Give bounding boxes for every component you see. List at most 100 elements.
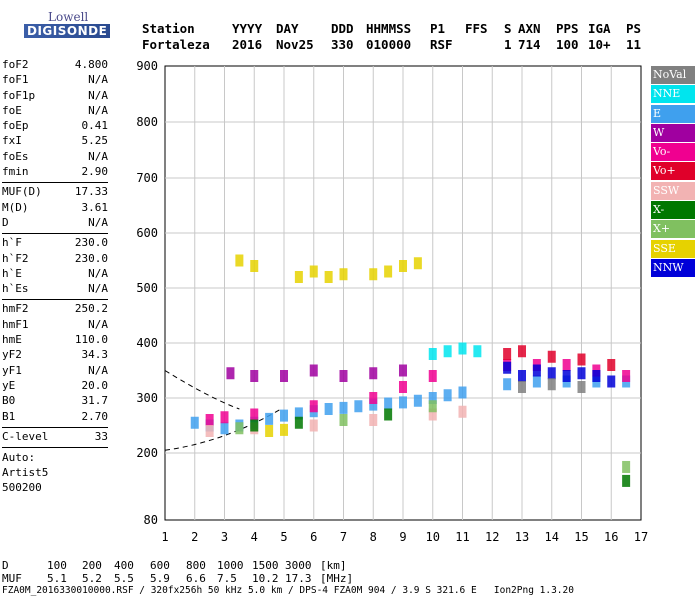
x-tick-label: 10 <box>426 530 440 544</box>
x-tick-label: 9 <box>399 530 406 544</box>
data-point-e <box>458 386 467 399</box>
param-name: yF2 <box>2 348 22 362</box>
param-name: fxI <box>2 134 22 148</box>
data-point-e <box>413 394 422 407</box>
param-row: B0 31.7 <box>2 394 108 409</box>
data-point-nnw <box>592 370 601 382</box>
legend-item: NNE <box>651 85 695 104</box>
param-value: 17.33 <box>74 185 108 199</box>
x-tick-label: 13 <box>515 530 529 544</box>
logo-line-1: Lowell <box>48 10 89 24</box>
param-value: N/A <box>88 363 108 377</box>
header-label: S <box>504 21 512 36</box>
row-label: MUF <box>2 572 22 585</box>
data-point-x+ <box>622 460 631 473</box>
legend-item: E <box>651 104 695 123</box>
row-value: 1000 <box>217 559 244 572</box>
header-value: 2016 <box>232 37 263 52</box>
data-point-noval <box>547 378 556 391</box>
header-label: DAY <box>276 21 299 36</box>
y-tick-label: 700 <box>136 171 158 185</box>
param-name: D <box>2 215 9 229</box>
data-point-nnw <box>518 370 526 382</box>
row-value: 17.3 <box>285 572 312 585</box>
polarization-legend: NoVal NNE E W Vo- Vo+ SSW X- X+ SSE NNW <box>651 66 695 278</box>
data-point-sse <box>309 265 318 278</box>
data-point-vo- <box>622 370 631 382</box>
header-label: FFS <box>465 21 488 36</box>
data-point-e <box>428 392 437 404</box>
data-point-nnw <box>577 367 586 380</box>
x-tick-label: 4 <box>251 530 258 544</box>
y-tick-label: 200 <box>136 446 158 460</box>
param-value: 34.3 <box>81 348 109 362</box>
data-point-ssw <box>428 408 437 421</box>
param-value: N/A <box>88 215 108 229</box>
profile-curve-upper <box>164 370 240 410</box>
param-separator <box>2 233 108 235</box>
param-name: foEs <box>2 149 29 163</box>
param-row: yF1 N/A <box>2 364 108 379</box>
param-value: 20.0 <box>81 378 109 392</box>
data-point-nnw <box>562 370 571 382</box>
header-label: P1 <box>430 21 446 36</box>
param-value: 230.0 <box>74 251 108 265</box>
legend-item: X+ <box>651 220 695 239</box>
param-value: 3.61 <box>81 200 109 214</box>
param-name: h`Es <box>2 282 29 296</box>
x-tick-label: 14 <box>545 530 559 544</box>
header-label: AXN <box>518 21 541 36</box>
data-point-vo+ <box>577 353 586 366</box>
param-value: N/A <box>88 282 108 296</box>
data-point-e <box>399 396 407 409</box>
param-separator <box>2 426 108 428</box>
data-point-nnw <box>547 367 556 380</box>
param-row: foF2 4.800 <box>2 58 108 73</box>
data-point-vo- <box>220 411 229 424</box>
param-row: h`Es N/A <box>2 282 108 297</box>
data-point-e <box>339 401 348 414</box>
param-name: fmin <box>2 165 29 179</box>
data-point-vo+ <box>547 350 556 363</box>
auto-line2: Artist5 <box>2 466 49 480</box>
param-value: N/A <box>88 149 108 163</box>
x-tick-label: 5 <box>280 530 287 544</box>
data-point-w <box>280 370 288 382</box>
data-point-w <box>369 367 378 380</box>
data-point-x- <box>250 419 259 432</box>
header-label: YYYY <box>232 21 263 36</box>
param-row: hmF1 N/A <box>2 318 108 333</box>
header-value: 10+ <box>588 37 611 52</box>
header-label: DDD <box>331 21 354 36</box>
param-row: foF1 N/A <box>2 73 108 88</box>
header-label: Station <box>142 21 195 36</box>
data-point-vo+ <box>607 359 616 371</box>
legend-item: X- <box>651 201 695 220</box>
param-name: foEp <box>2 119 29 133</box>
row-unit: [km] <box>320 559 347 572</box>
header-label: PPS <box>556 21 579 36</box>
data-point-x+ <box>428 400 437 413</box>
param-row: hmE 110.0 <box>2 333 108 348</box>
data-point-vo- <box>399 381 407 393</box>
data-point-e <box>443 389 452 402</box>
param-name: foE <box>2 103 22 117</box>
header-label: HHMMSS <box>366 21 412 36</box>
row-value: 800 <box>186 559 206 572</box>
header-value: 330 <box>331 37 354 52</box>
data-point-e <box>503 378 512 391</box>
row-value: 3000 <box>285 559 312 572</box>
data-point-ssw <box>458 405 467 418</box>
row-value: 200 <box>82 559 102 572</box>
data-point-sse <box>384 265 393 278</box>
param-row: D N/A <box>2 216 108 231</box>
param-value: 4.800 <box>74 58 108 71</box>
param-row: foEp 0.41 <box>2 119 108 134</box>
data-point-e <box>369 398 378 411</box>
scaled-parameters-panel: foF2 4.800 foF1 N/A foF1p N/A foE N/A foEp 0.41 fx… <box>2 58 108 495</box>
param-row: B1 2.70 <box>2 410 108 425</box>
row-value: 5.9 <box>150 572 170 585</box>
param-value: 2.90 <box>81 165 109 179</box>
y-tick-label: 900 <box>136 59 158 73</box>
